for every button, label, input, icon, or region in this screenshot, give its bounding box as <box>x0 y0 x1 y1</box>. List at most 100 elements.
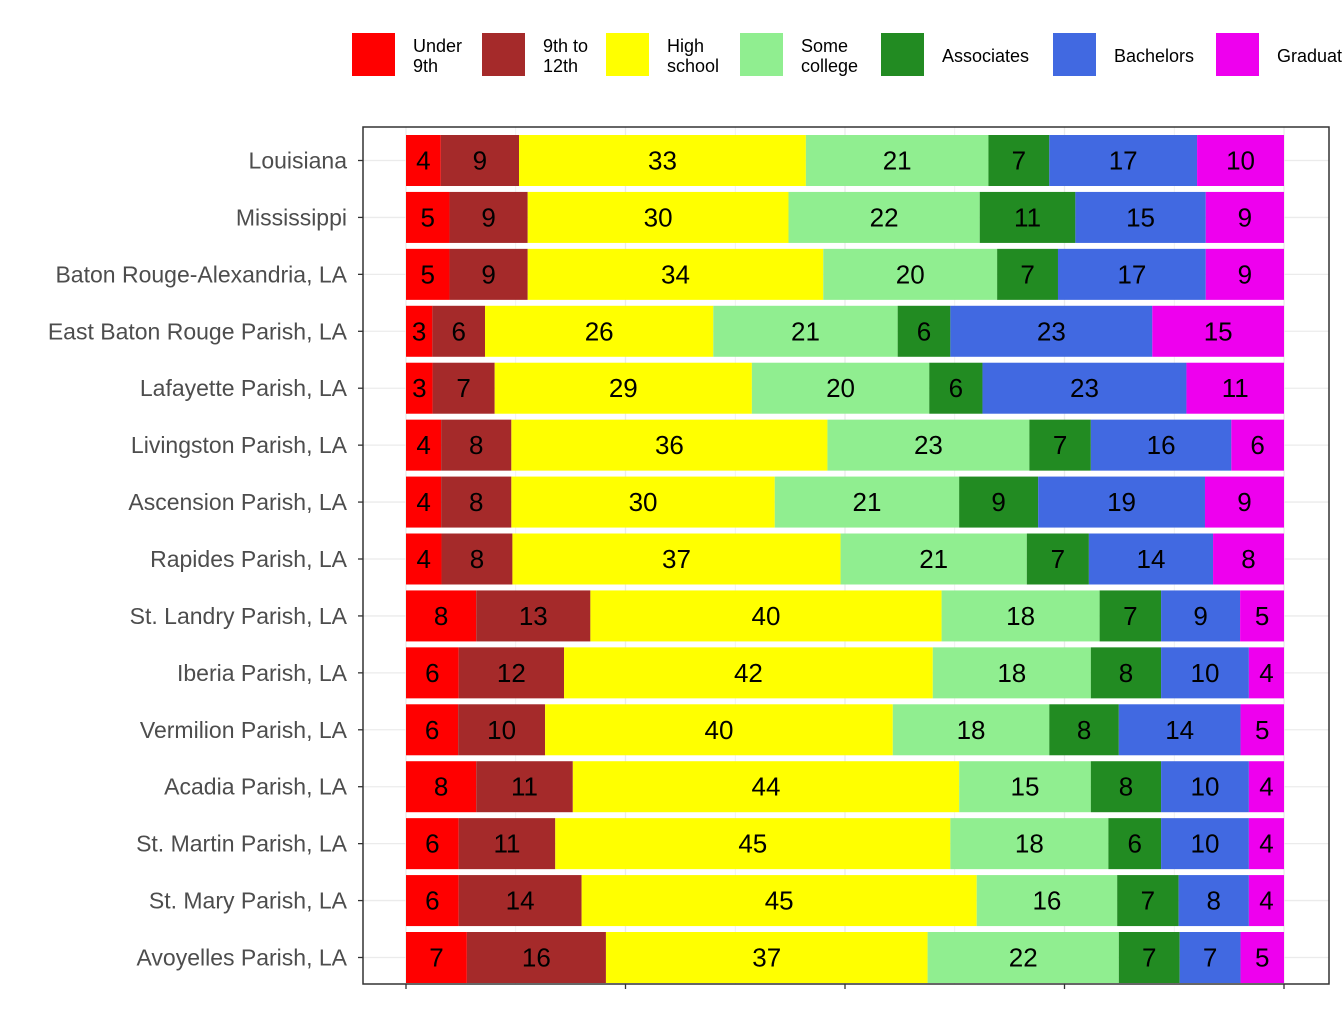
bar-segment-high-school <box>555 818 951 870</box>
data-label: 5 <box>420 259 434 289</box>
data-label: 14 <box>506 886 535 916</box>
data-label: 5 <box>1255 715 1269 745</box>
bar-segment-9th-to-12th <box>458 875 582 927</box>
data-label: 4 <box>416 146 430 176</box>
bar-segment-bachelors <box>1038 476 1205 528</box>
legend-label: Associates <box>942 46 1029 66</box>
data-label: 8 <box>434 772 448 802</box>
bar-segment-high-school <box>511 476 775 528</box>
data-label: 8 <box>434 601 448 631</box>
bar-segment-under-9th <box>406 761 477 813</box>
data-label: 36 <box>655 430 684 460</box>
data-label: 30 <box>629 487 658 517</box>
data-label: 18 <box>957 715 986 745</box>
bar-row-st-mary-parish-la: 6 14 45 16 7 8 4 <box>406 875 1284 927</box>
data-label: 9 <box>481 202 495 232</box>
data-label: 7 <box>1012 146 1026 176</box>
data-label: 11 <box>1014 202 1041 232</box>
bar-row-acadia-parish-la: 8 11 44 15 8 10 4 <box>406 761 1284 813</box>
bar-row-mississippi: 5 9 30 22 11 15 9 <box>406 191 1284 243</box>
bar-row-louisiana: 4 9 33 21 7 17 10 <box>406 135 1284 186</box>
bar-segment-bachelors <box>1118 704 1241 756</box>
data-label: 4 <box>1259 886 1273 916</box>
y-tick-label: Avoyelles Parish, LA <box>136 945 347 971</box>
data-label: 11 <box>1222 373 1249 403</box>
bar-segment-graduate <box>1248 761 1284 813</box>
y-tick-label: East Baton Rouge Parish, LA <box>48 318 348 344</box>
data-label: 21 <box>852 487 881 517</box>
bar-segment-associates <box>1117 875 1179 927</box>
data-label: 37 <box>662 544 691 574</box>
bar-segment-graduate <box>1248 647 1284 699</box>
y-tick-label: Acadia Parish, LA <box>164 774 347 800</box>
data-label: 6 <box>425 715 439 745</box>
data-label: 6 <box>949 373 963 403</box>
data-label: 15 <box>1011 772 1040 802</box>
data-label: 19 <box>1107 487 1136 517</box>
bar-segment-graduate <box>1205 248 1284 300</box>
bar-segment-high-school <box>485 305 714 357</box>
data-label: 15 <box>1126 202 1155 232</box>
legend-label: Some <box>801 36 848 56</box>
data-label: 33 <box>648 146 677 176</box>
data-label: 8 <box>469 430 483 460</box>
data-label: 34 <box>661 259 690 289</box>
bar-segment-9th-to-12th <box>449 248 528 300</box>
legend-label: High <box>667 36 704 56</box>
y-tick-label: Vermilion Parish, LA <box>140 717 348 743</box>
data-label: 7 <box>1142 943 1156 973</box>
data-label: 6 <box>1128 829 1142 859</box>
bar-segment-9th-to-12th <box>466 932 606 983</box>
data-label: 5 <box>420 202 434 232</box>
bar-row-avoyelles-parish-la: 7 16 37 22 7 7 5 <box>406 932 1284 983</box>
bar-segment-under-9th <box>406 932 467 983</box>
bar-segment-under-9th <box>406 419 442 471</box>
data-label: 30 <box>644 202 673 232</box>
bar-segment-some-college <box>950 818 1109 870</box>
y-tick-label: Louisiana <box>249 148 348 174</box>
bar-row-st-martin-parish-la: 6 11 45 18 6 10 4 <box>406 818 1284 870</box>
bar-row-iberia-parish-la: 6 12 42 18 8 10 4 <box>406 647 1284 699</box>
bar-segment-graduate <box>1240 590 1284 642</box>
bar-segment-high-school <box>545 704 893 756</box>
bar-segment-graduate <box>1205 191 1284 243</box>
data-label: 8 <box>470 544 484 574</box>
bar-segment-bachelors <box>1161 818 1249 870</box>
bar-segment-bachelors <box>1088 533 1214 585</box>
plot-panel-border <box>362 126 1330 985</box>
data-label: 45 <box>738 829 767 859</box>
bar-segment-high-school <box>527 248 824 300</box>
data-label: 23 <box>914 430 943 460</box>
data-label: 17 <box>1109 146 1138 176</box>
data-label: 14 <box>1137 544 1166 574</box>
y-tick-label: Iberia Parish, LA <box>177 660 348 686</box>
data-label: 18 <box>1006 601 1035 631</box>
bar-segment-9th-to-12th <box>441 476 512 528</box>
legend-key <box>881 33 924 76</box>
data-label: 10 <box>1191 772 1220 802</box>
bar-segment-graduate <box>1186 362 1284 414</box>
data-label: 10 <box>487 715 516 745</box>
bar-segment-9th-to-12th <box>476 590 591 642</box>
bar-segment-under-9th <box>406 704 459 756</box>
bar-segment-associates <box>997 248 1058 300</box>
bar-segment-graduate <box>1248 818 1284 870</box>
bar-segment-graduate <box>1152 305 1284 357</box>
bar-segment-graduate <box>1213 533 1284 585</box>
bar-segment-graduate <box>1240 704 1284 756</box>
bar-segment-high-school <box>590 590 942 642</box>
bar-segment-some-college <box>713 305 898 357</box>
bar-segment-under-9th <box>406 476 442 528</box>
legend-key <box>606 33 649 76</box>
data-label: 21 <box>791 316 820 346</box>
data-label: 6 <box>425 886 439 916</box>
legend-label: 9th <box>413 56 438 76</box>
bar-segment-high-school <box>527 191 789 243</box>
legend-item-bachelors: Bachelors <box>1053 33 1194 76</box>
data-label: 42 <box>734 658 763 688</box>
y-tick-label: Ascension Parish, LA <box>128 489 347 515</box>
bar-segment-some-college <box>927 932 1119 983</box>
data-label: 9 <box>991 487 1005 517</box>
